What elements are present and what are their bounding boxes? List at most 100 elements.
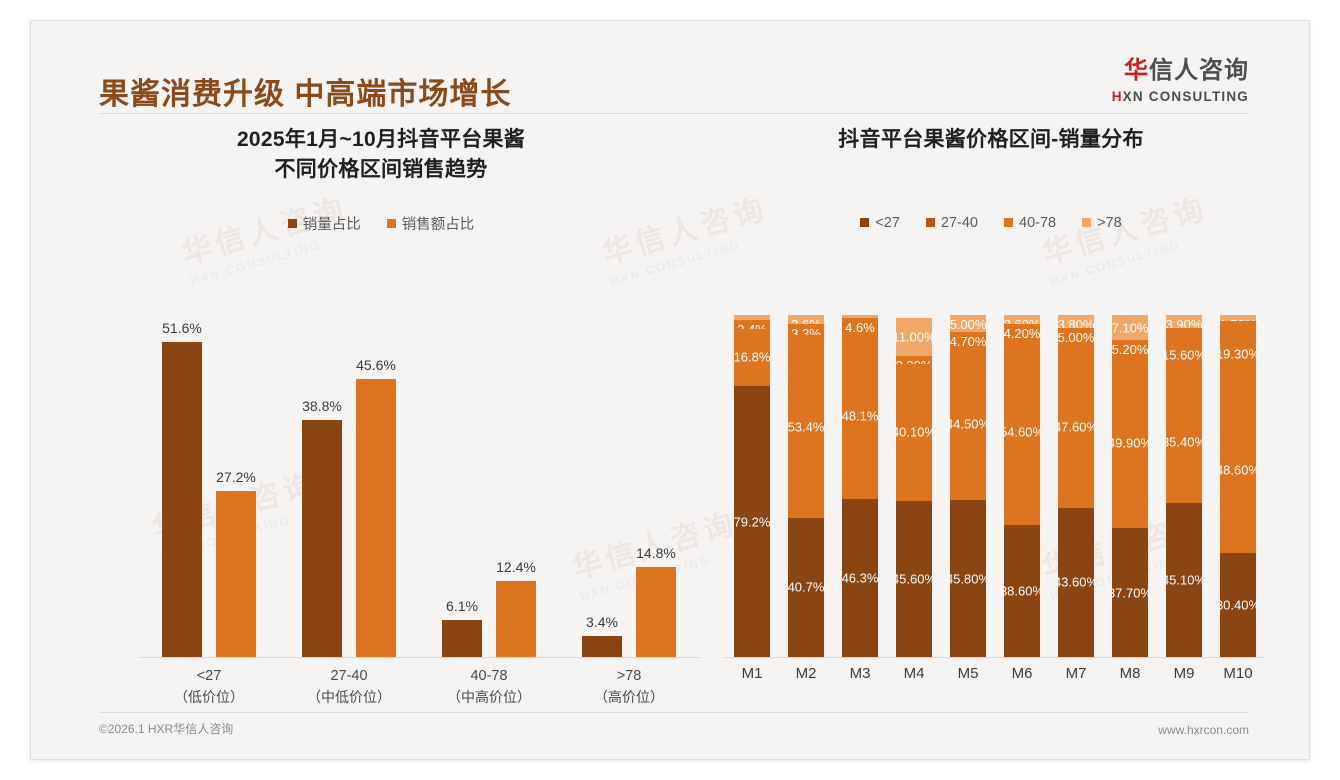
bar-<27-销售额占比[interactable]: 27.2% <box>216 315 256 657</box>
stacked-bar-M7[interactable]: 3.80%5.00% 47.60% 43.60% <box>1058 315 1094 657</box>
stacked-bar-M9[interactable]: 3.90% 15.60% 35.40% 45.10% <box>1166 315 1202 657</box>
category-label->78: >78 （高价位） <box>554 665 704 709</box>
right-legend-item-3[interactable]: >78 <box>1082 215 1122 231</box>
stack-segment-label: 2.60% <box>1004 317 1040 324</box>
logo-english-text: HXN CONSULTING <box>1112 90 1249 104</box>
bar-value-label: 51.6% <box>162 319 202 336</box>
stacked-bar-M2[interactable]: 2.6%3.3% 53.4% 40.7% <box>788 315 824 657</box>
stack-segment-40-78: 4.20% <box>1004 323 1040 339</box>
bar-value-label: 14.8% <box>636 544 676 561</box>
bar-27-40-销售额占比[interactable]: 45.6% <box>356 315 396 657</box>
stacked-bar-M10[interactable]: 1.70% 19.30% 48.60% 30.40% <box>1220 315 1256 657</box>
stack-segment-label: 4.20% <box>1004 325 1040 339</box>
stack-segment-label: 7.10% <box>1112 320 1148 335</box>
stacked-bar-M8[interactable]: 7.10% 5.20% 49.90% 37.70% <box>1112 315 1148 657</box>
left-legend-label: 销售额占比 <box>401 216 475 233</box>
month-label-M5: M5 <box>957 665 979 682</box>
bar-group-40-78: 6.1% 12.4% <box>430 315 548 657</box>
month-label-M6: M6 <box>1011 665 1033 682</box>
stack-segment-27-40: 49.90% <box>1112 357 1148 529</box>
right-legend-item-1[interactable]: 27-40 <box>925 215 978 231</box>
bar->78-销售额占比[interactable]: 14.8% <box>636 315 676 657</box>
stack-segment-40-78: 15.60% <box>1166 328 1202 382</box>
month-label-M7: M7 <box>1065 665 1087 682</box>
category-sub: （高价位） <box>594 689 664 706</box>
stack-segment-label: 30.40% <box>1220 597 1256 613</box>
bar-value-label: 27.2% <box>216 468 256 485</box>
left-legend-label: 销量占比 <box>302 216 361 233</box>
stack-segment-label: 11.00% <box>896 329 932 345</box>
category-main: >78 <box>616 668 642 684</box>
bar-40-78-销量占比[interactable]: 6.1% <box>442 315 482 657</box>
stack-segment->78 <box>842 315 878 319</box>
left-chart-plot-area: 51.6% 27.2% 38.8% 45.6% 6.1% 12.4% 3.4% 14.8% <box>139 315 699 657</box>
month-label-M1: M1 <box>741 665 763 682</box>
left-legend-item-0[interactable]: 销量占比 <box>287 213 361 234</box>
page-title: 果酱消费升级 中高端市场增长 <box>99 78 512 111</box>
stack-segment-label: 43.60% <box>1058 574 1094 590</box>
bar-group-<27: 51.6% 27.2% <box>150 315 268 657</box>
stack-segment-label: 38.60% <box>1004 583 1040 599</box>
legend-swatch-icon <box>287 218 297 228</box>
category-label-27-40: 27-40 （中低价位） <box>274 665 424 709</box>
bar-27-40-销量占比[interactable]: 38.8% <box>302 315 342 657</box>
stack-segment->78: 3.90% <box>1166 315 1202 329</box>
stack-segment-label: 44.50% <box>950 416 986 432</box>
stacked-bar-M5[interactable]: 5.00%4.70% 44.50% 45.80% <box>950 315 986 657</box>
stack-segment-27-40: 54.60% <box>1004 338 1040 525</box>
stack-segment-label: 5.00% <box>950 317 986 333</box>
category-main: 40-78 <box>470 668 508 684</box>
category-sub: （低价位） <box>174 689 244 706</box>
left-legend-item-1[interactable]: 销售额占比 <box>386 213 475 234</box>
category-label-40-78: 40-78 （中高价位） <box>414 665 564 709</box>
stacked-bar-M4[interactable]: 11.00% 2.30% 40.10% 45.60% <box>896 315 932 657</box>
stacked-bar-M1[interactable]: 2.4% 16.8% 79.2% <box>734 315 770 657</box>
stack-segment-<27: 46.3% <box>842 498 878 657</box>
stack-segment-label: 47.60% <box>1058 419 1094 434</box>
month-label-M9: M9 <box>1173 665 1195 682</box>
stack-segment-40-78: 2.4% <box>734 320 770 329</box>
left-chart-legend: 销量占比 销售额占比 <box>71 213 691 234</box>
stack-segment->78 <box>734 315 770 321</box>
stack-segment-27-40: 48.1% <box>842 334 878 499</box>
bar-rect <box>216 490 256 657</box>
stack-segment-label: 1.70% <box>1220 317 1256 321</box>
legend-swatch-icon <box>925 218 935 228</box>
stack-segment-<27: 38.60% <box>1004 525 1040 657</box>
category-sub: （中高价位） <box>447 689 531 706</box>
stack-segment-27-40: 44.50% <box>950 348 986 501</box>
stack-segment-label: 2.30% <box>896 358 932 364</box>
right-legend-label: 40-78 <box>1019 214 1057 231</box>
bar-rect <box>356 378 396 657</box>
month-label-M4: M4 <box>903 665 925 682</box>
bar-40-78-销售额占比[interactable]: 12.4% <box>496 315 536 657</box>
bar-<27-销量占比[interactable]: 51.6% <box>162 315 202 657</box>
bar-value-label: 38.8% <box>302 398 342 415</box>
stack-segment-label: 48.1% <box>842 408 878 424</box>
footer-copyright: ©2026.1 HXR华信人咨询 <box>99 722 234 736</box>
month-label-M8: M8 <box>1119 665 1141 682</box>
bar-value-label: 45.6% <box>356 356 396 373</box>
bar->78-销量占比[interactable]: 3.4% <box>582 315 622 657</box>
stack-segment-40-78: 5.00% <box>1058 328 1094 346</box>
logo-chinese-text: 华信人咨询 <box>1112 59 1249 83</box>
stack-segment-<27: 45.10% <box>1166 502 1202 657</box>
stack-segment-label: 5.20% <box>1112 341 1148 357</box>
month-label-M3: M3 <box>849 665 871 682</box>
stack-segment-<27: 40.7% <box>788 517 824 657</box>
stack-segment-label: 79.2% <box>734 514 770 530</box>
stack-segment-label: 40.10% <box>896 424 932 440</box>
stack-segment-label: 45.60% <box>896 571 932 587</box>
right-legend-item-0[interactable]: <27 <box>860 215 900 231</box>
stack-segment-label: 35.40% <box>1166 434 1202 450</box>
bar-value-label: 3.4% <box>586 614 618 631</box>
stack-segment-27-40: 40.10% <box>896 363 932 502</box>
stack-segment->78: 1.70% <box>1220 315 1256 321</box>
stack-segment-label: 37.70% <box>1112 585 1148 601</box>
stacked-bar-M3[interactable]: 4.6% 48.1% 46.3% <box>842 315 878 657</box>
stacked-bar-M6[interactable]: 2.60%4.20% 54.60% 38.60% <box>1004 315 1040 657</box>
stack-segment-label: 49.90% <box>1112 435 1148 451</box>
right-legend-item-2[interactable]: 40-78 <box>1004 215 1056 231</box>
legend-swatch-icon <box>386 218 396 228</box>
bar-group->78: 3.4% 14.8% <box>570 315 688 657</box>
